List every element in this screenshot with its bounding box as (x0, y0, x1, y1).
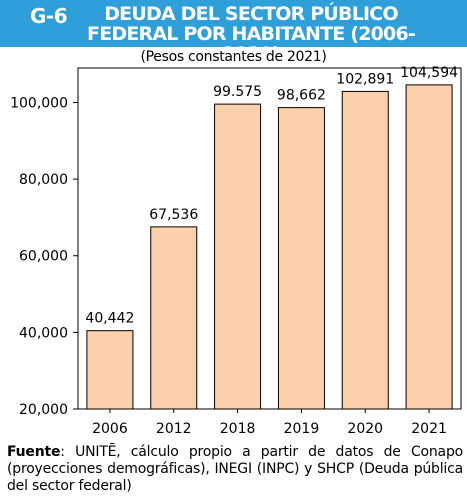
chart-title: DEUDA DEL SECTOR PÚBLICO FEDERAL POR HAB… (87, 3, 416, 65)
source-note: Fuente: UNITĒ, cálculo propio a partir d… (7, 444, 463, 495)
title-banner: G-6 DEUDA DEL SECTOR PÚBLICO FEDERAL POR… (0, 0, 467, 64)
bar (405, 84, 453, 410)
bar-chart: 20,000 40,000 60,000 80,000 100,000 40,442 200… (10, 65, 462, 437)
bar (214, 103, 262, 410)
source-label: Fuente (7, 444, 61, 460)
bar (277, 107, 325, 410)
y-tick-label: 100,000 (10, 95, 68, 111)
x-tick-label: 2020 (347, 421, 383, 437)
figure-id: G-6 (30, 4, 68, 28)
bar (341, 90, 389, 410)
x-tick-label: 2006 (92, 421, 128, 437)
chart-subtitle: (Pesos constantes de 2021) (140, 49, 327, 65)
y-tick-label: 40,000 (19, 325, 68, 341)
x-tick-label: 2019 (284, 421, 320, 437)
bar (150, 226, 198, 410)
x-tick-label: 2012 (156, 421, 192, 437)
x-tick-label: 2018 (220, 421, 256, 437)
data-label: 102,891 (336, 71, 394, 87)
x-tick-label: 2021 (411, 421, 447, 437)
y-tick-label: 80,000 (19, 172, 68, 188)
y-tick-label: 20,000 (19, 402, 68, 418)
data-label: 104,594 (400, 65, 458, 81)
data-label: 98,662 (277, 88, 326, 104)
source-text: : UNITĒ, cálculo propio a partir de dato… (7, 444, 463, 494)
data-label: 67,536 (149, 207, 198, 223)
plot-frame (77, 67, 462, 410)
bar (86, 330, 134, 410)
data-label: 40,442 (85, 311, 134, 327)
data-label: 99.575 (213, 84, 262, 100)
y-tick-label: 60,000 (19, 249, 68, 265)
